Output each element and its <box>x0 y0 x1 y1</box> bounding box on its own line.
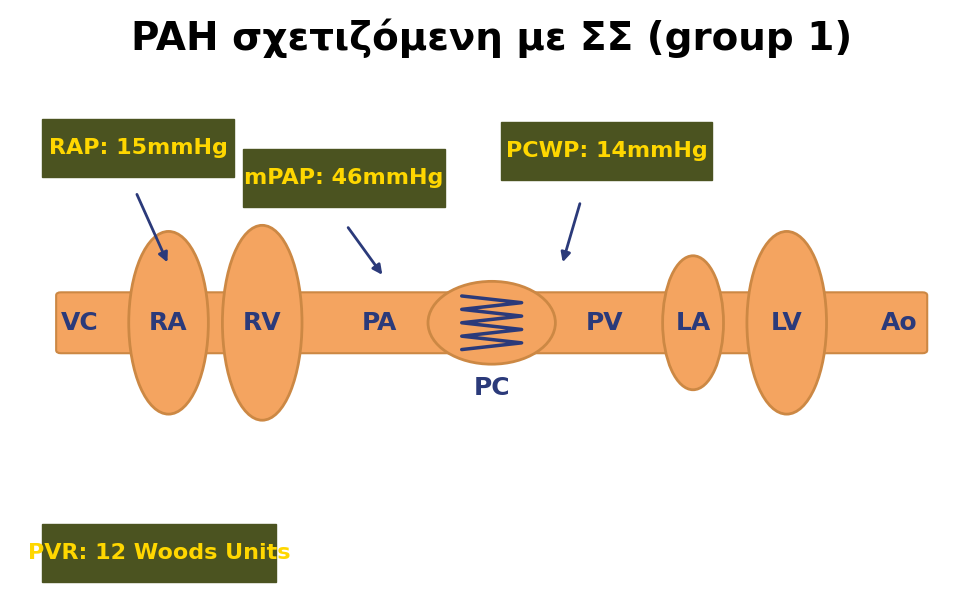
Text: mPAP: 46mmHg: mPAP: 46mmHg <box>245 168 444 188</box>
Text: Ao: Ao <box>881 311 918 335</box>
Text: LA: LA <box>676 311 710 335</box>
Text: VC: VC <box>60 311 99 335</box>
FancyBboxPatch shape <box>501 122 711 180</box>
Ellipse shape <box>129 231 208 414</box>
FancyBboxPatch shape <box>56 292 927 353</box>
Circle shape <box>428 281 556 364</box>
Text: RAP: 15mmHg: RAP: 15mmHg <box>49 138 228 158</box>
FancyBboxPatch shape <box>42 119 234 177</box>
Text: PAH σχετιζόμενη με ΣΣ (group 1): PAH σχετιζόμενη με ΣΣ (group 1) <box>132 18 852 58</box>
Text: PC: PC <box>473 376 510 400</box>
Text: PV: PV <box>586 311 623 335</box>
Text: PCWP: 14mmHg: PCWP: 14mmHg <box>506 141 708 161</box>
FancyBboxPatch shape <box>42 524 276 582</box>
Text: LV: LV <box>771 311 803 335</box>
FancyBboxPatch shape <box>244 149 444 207</box>
Text: RA: RA <box>149 311 188 335</box>
Ellipse shape <box>223 225 302 420</box>
Text: PVR: 12 Woods Units: PVR: 12 Woods Units <box>28 543 291 563</box>
Ellipse shape <box>747 231 827 414</box>
Text: PA: PA <box>362 311 397 335</box>
Text: RV: RV <box>243 311 281 335</box>
Ellipse shape <box>662 256 724 390</box>
